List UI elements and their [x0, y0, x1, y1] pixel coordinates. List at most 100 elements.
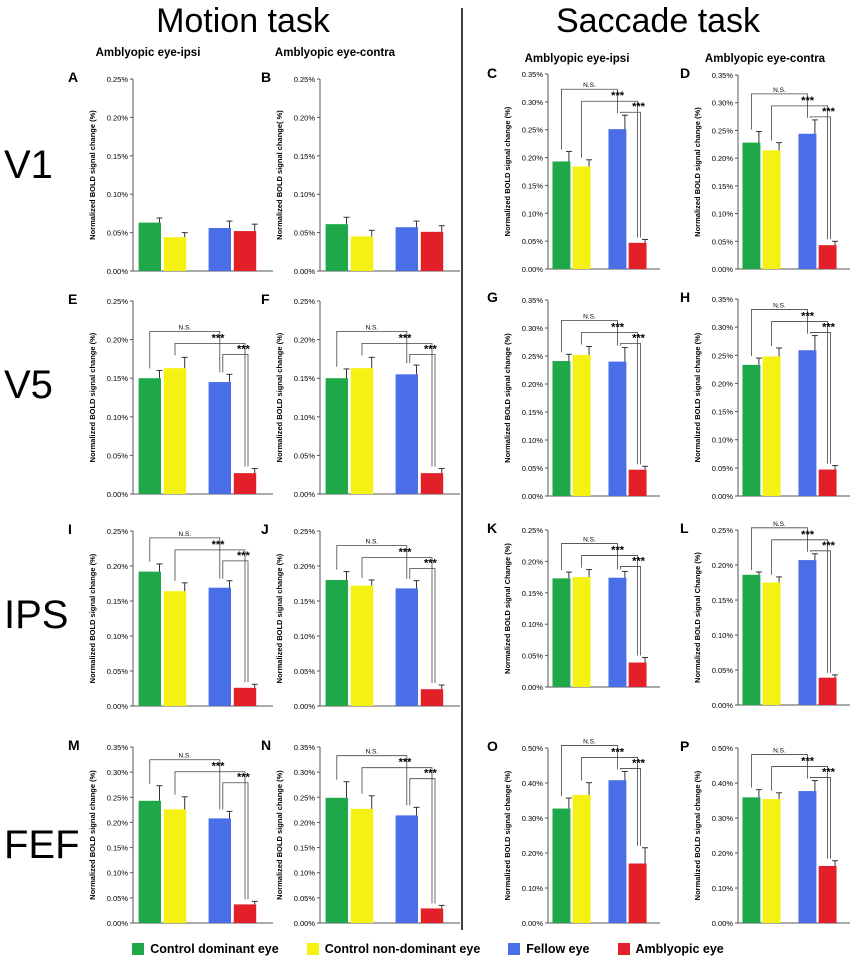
bar-fellow-eye: [798, 133, 817, 269]
sig-bracket-fellow-vs-amblyopic-label: ***: [237, 772, 251, 784]
bar-amblyopic-eye: [818, 865, 837, 923]
bar-fellow-eye: [608, 780, 627, 923]
sig-bracket-control-vs-amblyopic-label: ***: [399, 547, 413, 559]
y-tick-label: 0.00%: [522, 683, 544, 692]
y-tick-label: 0.10%: [712, 436, 734, 445]
sig-bracket-ns: [336, 330, 408, 367]
chart-panels: A 0.00% 0.05% 0.10% 0.15% 0.20% 0.25% Normalize…: [68, 65, 850, 928]
panel-letter-a: A: [68, 69, 78, 85]
y-tick-label: 0.25%: [712, 126, 734, 135]
sig-bracket-ns-label: N.S.: [178, 324, 191, 331]
legend-item-control-dominant: Control dominant eye: [132, 942, 279, 956]
bar-control-dominant: [742, 364, 761, 496]
bar-control-nondominant: [572, 794, 591, 923]
y-tick-label: 0.15%: [522, 181, 544, 190]
sig-bracket-fellow-vs-amblyopic-label: ***: [424, 343, 438, 355]
task-title-motion: Motion task: [156, 2, 331, 40]
panel-b: B 0.00% 0.05% 0.10% 0.15% 0.20% 0.25% Normalize…: [261, 69, 460, 276]
y-tick-label: 0.40%: [712, 779, 734, 788]
y-tick-label: 0.15%: [107, 597, 129, 606]
bar-fellow-eye: [608, 129, 627, 269]
y-tick-label: 0.20%: [107, 336, 129, 345]
bar-amblyopic-eye: [628, 469, 647, 496]
sig-bracket-fellow-vs-amblyopic: [409, 353, 436, 467]
legend-item-amblyopic-eye: Amblyopic eye: [617, 942, 724, 956]
panel-letter-i: I: [68, 521, 72, 537]
y-tick-label: 0.25%: [294, 793, 316, 802]
bar-fellow-eye: [208, 382, 231, 494]
y-tick-label: 0.05%: [294, 451, 316, 460]
y-tick-label: 0.05%: [712, 237, 734, 246]
y-tick-label: 0.25%: [107, 527, 129, 536]
legend: Control dominant eye Control non-dominan…: [0, 938, 856, 960]
sig-bracket-control-vs-amblyopic: [174, 342, 246, 467]
panel-letter-c: C: [487, 65, 497, 81]
y-tick-label: 0.20%: [712, 561, 734, 570]
column-title-saccade-contra: Amblyopic eye-contra: [705, 53, 826, 65]
bar-control-dominant: [138, 800, 161, 923]
y-axis-label: Normalized BOLD signal change (%): [88, 770, 97, 900]
bar-amblyopic-eye: [233, 473, 257, 494]
bar-control-nondominant: [762, 799, 781, 923]
y-tick-label: 0.15%: [294, 152, 316, 161]
y-tick-label: 0.05%: [294, 667, 316, 676]
bar-control-nondominant: [572, 166, 591, 269]
y-tick-label: 0.20%: [712, 379, 734, 388]
y-tick-label: 0.00%: [294, 702, 316, 711]
bar-fellow-eye: [395, 227, 418, 271]
bar-control-dominant: [325, 378, 348, 494]
legend-label-control-dominant: Control dominant eye: [150, 942, 279, 956]
panel-letter-e: E: [68, 291, 77, 307]
y-tick-label: 0.35%: [522, 70, 544, 79]
bar-control-nondominant: [762, 150, 781, 269]
y-tick-label: 0.20%: [712, 849, 734, 858]
y-tick-label: 0.00%: [522, 919, 544, 928]
y-tick-label: 0.15%: [294, 597, 316, 606]
y-tick-label: 0.20%: [522, 380, 544, 389]
sig-bracket-ns-label: N.S.: [583, 738, 596, 745]
y-tick-label: 0.20%: [294, 336, 316, 345]
y-tick-label: 0.10%: [294, 632, 316, 641]
bar-control-nondominant: [350, 236, 374, 271]
y-tick-label: 0.05%: [107, 229, 129, 238]
sig-bracket-fellow-vs-amblyopic: [810, 332, 831, 464]
sig-bracket-fellow-vs-amblyopic: [620, 343, 641, 465]
bar-control-dominant: [552, 361, 571, 496]
panel-m: M 0.00% 0.05% 0.10% 0.15% 0.20% 0.25% 0.30% 0.35…: [68, 737, 273, 928]
bar-amblyopic-eye: [233, 904, 257, 923]
sig-bracket-fellow-vs-amblyopic: [222, 560, 249, 683]
panel-c: C 0.00% 0.05% 0.10% 0.15% 0.20% 0.25% 0.30% 0.35…: [487, 65, 660, 274]
legend-item-control-nondominant: Control non-dominant eye: [306, 942, 480, 956]
y-tick-label: 0.05%: [712, 464, 734, 473]
y-tick-label: 0.15%: [294, 844, 316, 853]
y-tick-label: 0.10%: [712, 210, 734, 219]
bar-amblyopic-eye: [420, 231, 444, 271]
panel-e: E 0.00% 0.05% 0.10% 0.15% 0.20% 0.25% Normalize…: [68, 291, 273, 499]
task-title-saccade: Saccade task: [556, 2, 761, 40]
panel-letter-h: H: [680, 289, 690, 305]
y-tick-label: 0.10%: [107, 632, 129, 641]
sig-bracket-control-vs-amblyopic: [581, 555, 638, 656]
column-title-motion-ipsi: Amblyopic eye-ipsi: [96, 47, 201, 59]
y-tick-label: 0.25%: [522, 126, 544, 135]
y-tick-label: 0.30%: [522, 98, 544, 107]
sig-bracket-ns: [149, 330, 221, 373]
panel-letter-j: J: [261, 521, 269, 537]
y-tick-label: 0.10%: [522, 620, 544, 629]
y-tick-label: 0.10%: [522, 884, 544, 893]
bar-control-nondominant: [350, 368, 374, 494]
bar-amblyopic-eye: [420, 908, 444, 923]
y-tick-label: 0.35%: [522, 296, 544, 305]
y-tick-label: 0.00%: [712, 919, 734, 928]
bar-control-dominant: [552, 161, 571, 269]
sig-bracket-fellow-vs-amblyopic-label: ***: [822, 106, 836, 118]
bar-fellow-eye: [395, 815, 418, 923]
sig-bracket-fellow-vs-amblyopic: [409, 568, 436, 683]
sig-bracket-ns-label: N.S.: [178, 753, 191, 760]
y-axis-label: Normalized BOLD signal change( %): [275, 110, 284, 240]
y-tick-label: 0.00%: [522, 492, 544, 501]
sig-bracket-ns: [149, 537, 221, 579]
panel-letter-b: B: [261, 69, 271, 85]
y-tick-label: 0.10%: [107, 413, 129, 422]
panel-f: F 0.00% 0.05% 0.10% 0.15% 0.20% 0.25% Normalize…: [261, 291, 460, 499]
